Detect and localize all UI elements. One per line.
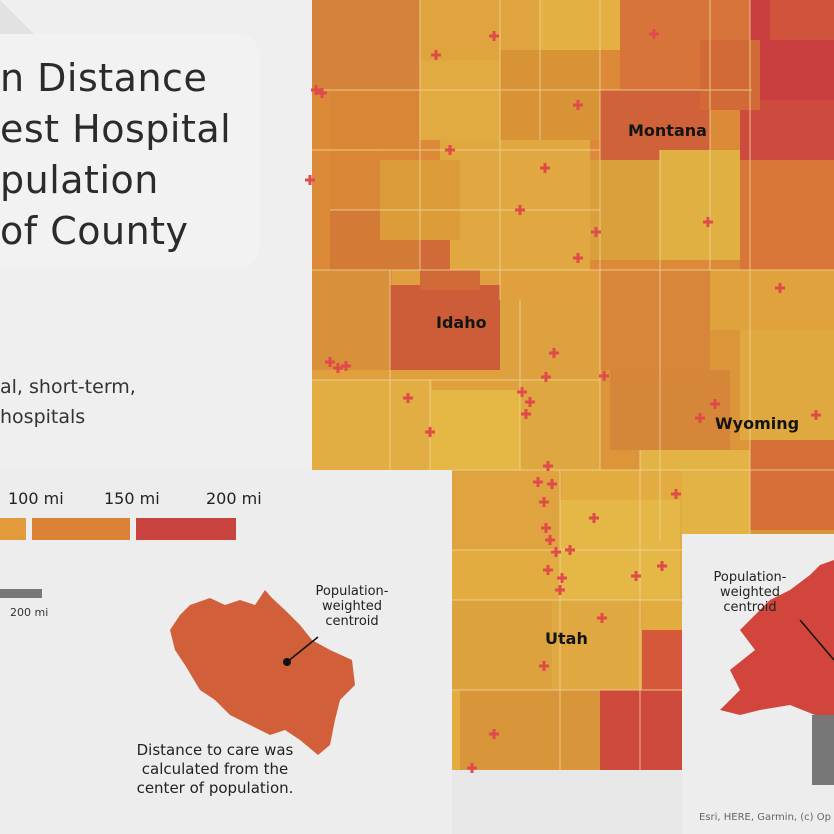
hospital-marker — [671, 489, 681, 499]
legend-tick-100: 100 mi — [8, 489, 64, 508]
scalebar-label: 200 mi — [10, 606, 49, 619]
title-box — [0, 34, 260, 268]
hospital-marker — [311, 85, 321, 95]
hospital-marker — [657, 561, 667, 571]
utah-region — [452, 470, 682, 770]
hospital-marker — [565, 545, 575, 555]
hospital-marker — [547, 479, 557, 489]
hospital-marker — [525, 397, 535, 407]
hospital-marker — [403, 393, 413, 403]
state-label-montana: Montana — [628, 121, 707, 140]
state-label-wyoming: Wyoming — [715, 414, 800, 433]
hospital-marker — [431, 50, 441, 60]
hospital-markers — [305, 29, 821, 773]
inset-left-county — [170, 590, 355, 755]
hospital-marker — [703, 217, 713, 227]
legend-bar-1 — [0, 518, 26, 540]
hospital-marker — [317, 88, 327, 98]
hospital-marker — [597, 613, 607, 623]
hospital-marker — [533, 477, 543, 487]
hospital-marker — [695, 413, 705, 423]
hospital-marker — [445, 145, 455, 155]
hospital-marker — [591, 227, 601, 237]
hospital-marker — [467, 763, 477, 773]
inset-left-caption: Distance to care was calculated from the… — [136, 741, 294, 797]
hospital-marker — [333, 363, 343, 373]
hospital-marker — [589, 513, 599, 523]
hospital-marker — [541, 523, 551, 533]
hospital-marker — [541, 372, 551, 382]
hospital-marker — [775, 283, 785, 293]
inset-right-leader — [799, 619, 834, 661]
title-line-2: est Hospital — [0, 107, 232, 151]
state-label-idaho: Idaho — [436, 313, 487, 332]
hospital-marker — [540, 163, 550, 173]
hospital-marker — [325, 357, 335, 367]
hospital-marker — [543, 565, 553, 575]
legend-bar-2 — [32, 518, 130, 540]
hospital-marker — [341, 361, 351, 371]
map-attribution: Esri, HERE, Garmin, (c) Op — [699, 812, 831, 823]
inset-left-leader — [286, 636, 319, 663]
hospital-marker — [489, 31, 499, 41]
title-line-4: of County — [0, 209, 189, 253]
inset-right-county — [720, 560, 834, 720]
hospital-marker — [545, 535, 555, 545]
hospital-marker — [515, 205, 525, 215]
hospital-marker — [489, 729, 499, 739]
hospital-marker — [557, 573, 567, 583]
hospital-marker — [631, 571, 641, 581]
hospital-marker — [521, 409, 531, 419]
hospital-marker — [710, 399, 720, 409]
hospital-marker — [539, 661, 549, 671]
hospital-marker — [543, 461, 553, 471]
inset-left-annotation: Population- weighted centroid — [315, 584, 389, 629]
hospital-marker — [517, 387, 527, 397]
hospital-marker — [551, 547, 561, 557]
hospital-marker — [573, 100, 583, 110]
hospital-marker — [599, 371, 609, 381]
inset-right-annotation: Population- weighted centroid — [713, 570, 787, 615]
legend-bar-3 — [136, 518, 236, 540]
title-line-3: pulation — [0, 158, 159, 202]
hospital-marker — [425, 427, 435, 437]
legend-description-line-1: al, short-term, — [0, 376, 136, 398]
legend-tick-150: 150 mi — [104, 489, 160, 508]
hospital-marker — [555, 585, 565, 595]
state-label-utah: Utah — [545, 629, 588, 648]
idaho-region — [312, 140, 602, 470]
hospital-marker — [649, 29, 659, 39]
inset-right-grey-block — [812, 715, 834, 785]
hospital-marker — [539, 497, 549, 507]
hospital-marker — [573, 253, 583, 263]
legend-description-line-2: hospitals — [0, 406, 86, 428]
scalebar — [0, 589, 42, 598]
hospital-marker — [305, 175, 315, 185]
title-line-1: n Distance — [0, 56, 208, 100]
hospital-marker — [811, 410, 821, 420]
hospital-marker — [549, 348, 559, 358]
legend-tick-200: 200 mi — [206, 489, 262, 508]
